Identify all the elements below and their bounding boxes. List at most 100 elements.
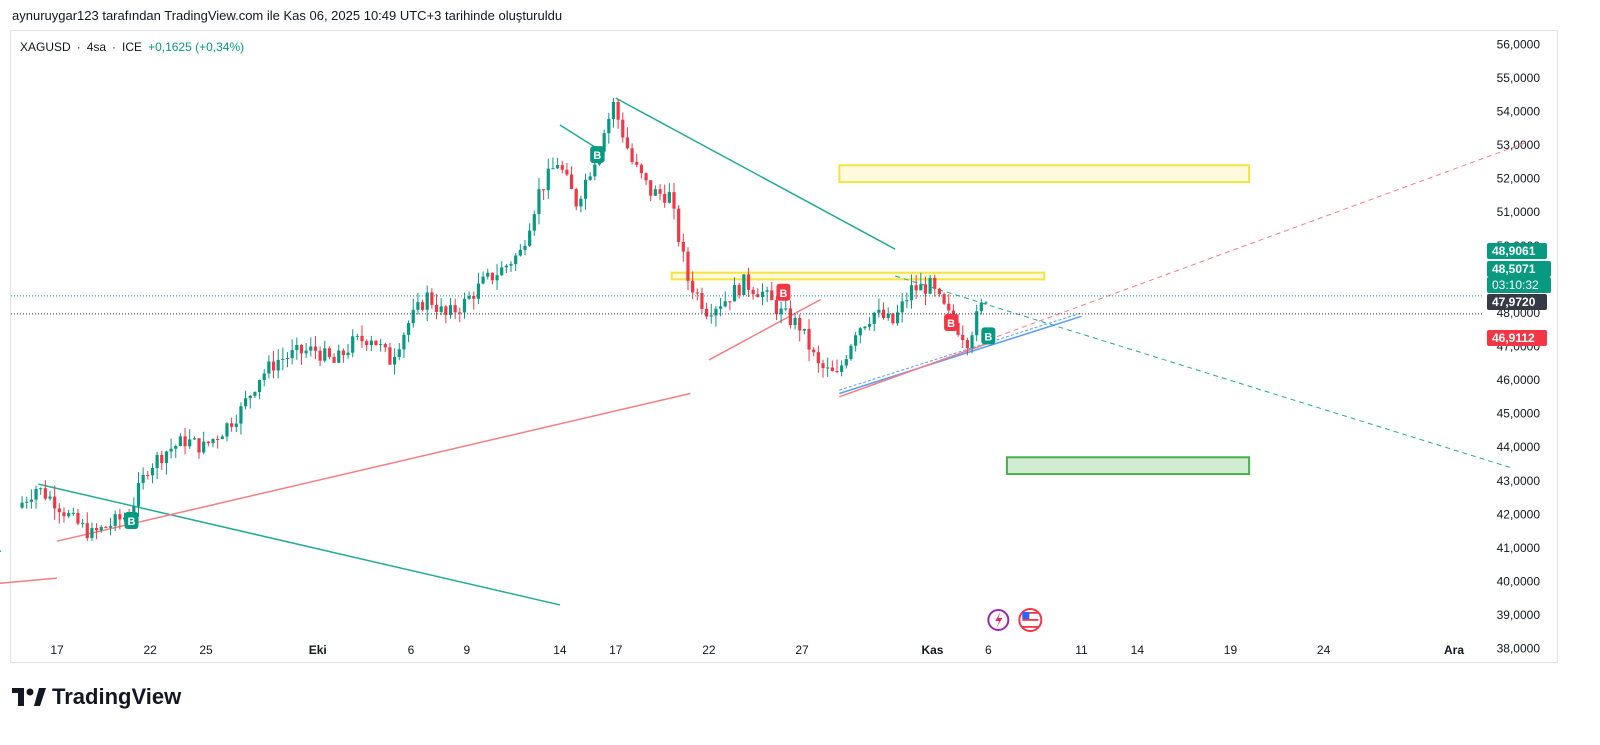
flag-stripe: [1022, 626, 1039, 628]
projection-green[interactable]: [895, 275, 1511, 468]
trendline-red[interactable]: [56, 392, 691, 542]
candle-body: [579, 198, 583, 207]
candle-body: [565, 169, 569, 175]
candle-body: [388, 347, 392, 365]
candle-body: [760, 291, 765, 298]
candle-body: [509, 264, 513, 266]
candle-body: [467, 295, 471, 299]
signal-badge[interactable]: [590, 146, 605, 164]
support-zone[interactable]: [1005, 456, 1251, 476]
legend-symbol[interactable]: XAGUSD: [20, 40, 71, 54]
candle-body: [658, 189, 662, 194]
candle-body: [57, 508, 61, 513]
candle-body: [653, 189, 657, 196]
candle-body: [313, 346, 318, 351]
candle-body: [304, 350, 308, 354]
trendline-green[interactable]: [615, 97, 896, 250]
candle-body: [104, 526, 108, 528]
candle-body: [816, 352, 820, 364]
candle-body: [858, 328, 862, 336]
candle-body: [705, 308, 709, 317]
candle-body: [225, 423, 229, 437]
trendline-green[interactable]: [38, 483, 561, 606]
y-tick-label: 41,0000: [1497, 541, 1541, 555]
x-tick-label: 25: [199, 643, 213, 657]
candle-body: [411, 309, 415, 324]
candle-body: [635, 161, 639, 165]
candle-body: [188, 439, 192, 447]
trendline-blue[interactable]: [839, 315, 1082, 395]
x-tick-label: 22: [702, 643, 716, 657]
candle-body: [495, 275, 499, 281]
y-tick-label: 45,0000: [1497, 407, 1541, 421]
flag-canton: [1022, 612, 1030, 619]
candle-body: [756, 294, 760, 298]
candle-body: [206, 441, 210, 444]
candle-body: [327, 348, 332, 357]
signal-badge-label: B: [947, 318, 955, 330]
tradingview-brand[interactable]: TradingView: [12, 684, 181, 710]
candle-body: [178, 436, 183, 447]
candle-body: [863, 326, 867, 329]
y-tick-label: 39,0000: [1497, 608, 1541, 622]
candle-body: [369, 340, 373, 346]
chart-frame[interactable]: [10, 30, 1558, 663]
signal-badge[interactable]: [776, 283, 791, 301]
trendline-green[interactable]: [559, 124, 598, 150]
candle-body: [276, 359, 280, 371]
candle-body: [267, 361, 271, 374]
trendline-red[interactable]: [0, 577, 58, 588]
candle-body: [136, 482, 141, 507]
symbol-legend[interactable]: XAGUSD · 4sa · ICE +0,1625 (+0,34%): [20, 40, 244, 54]
candle-body: [714, 308, 718, 316]
flag-stripe: [1022, 612, 1039, 614]
candle-body: [234, 423, 238, 427]
candle-body: [34, 488, 38, 500]
flag-stripe: [1022, 615, 1039, 618]
candle-body: [681, 241, 685, 252]
x-tick-label: Eki: [309, 643, 327, 657]
candle-body: [928, 277, 932, 294]
candle-body: [872, 312, 876, 324]
candle-body: [686, 251, 690, 281]
candle-body: [239, 406, 243, 424]
candle-body: [481, 276, 485, 284]
trendline-red[interactable]: [839, 342, 989, 398]
candle-body: [118, 514, 122, 520]
trendline-red[interactable]: [708, 298, 822, 361]
candle-body: [262, 373, 266, 380]
legend-interval[interactable]: 4sa: [86, 40, 107, 54]
x-tick-label: 17: [50, 643, 64, 657]
candle-body: [588, 176, 592, 180]
candle-body: [854, 335, 858, 346]
candle-body: [886, 313, 890, 318]
candle-body: [793, 318, 797, 326]
projection-red[interactable]: [988, 141, 1529, 341]
signal-badge[interactable]: [944, 314, 959, 332]
candle-body: [39, 488, 43, 490]
candle-body: [826, 367, 830, 369]
resistance-zone[interactable]: [670, 271, 1046, 281]
candle-body: [677, 208, 681, 242]
legend-exchange: ICE: [122, 40, 143, 54]
signal-badge[interactable]: [124, 512, 139, 530]
x-tick-label: 22: [143, 643, 157, 657]
candle-body: [462, 298, 467, 313]
candle-body: [85, 523, 89, 539]
trendline-green[interactable]: [0, 545, 2, 552]
trendline-blue-channel[interactable]: [839, 312, 1082, 391]
price-axis-label: 46,9112: [1492, 331, 1535, 345]
candle-body: [472, 295, 476, 299]
candle-body: [379, 344, 383, 346]
price-axis-label-bg: [1487, 294, 1547, 310]
candle-body: [174, 446, 178, 449]
candle-body: [490, 272, 494, 281]
candle-body: [900, 301, 904, 313]
candle-body: [309, 346, 313, 351]
signal-badge[interactable]: [981, 327, 996, 345]
candle-body: [486, 272, 490, 277]
candle-body: [202, 441, 206, 453]
candle-body: [383, 344, 387, 348]
resistance-zone[interactable]: [838, 164, 1251, 184]
